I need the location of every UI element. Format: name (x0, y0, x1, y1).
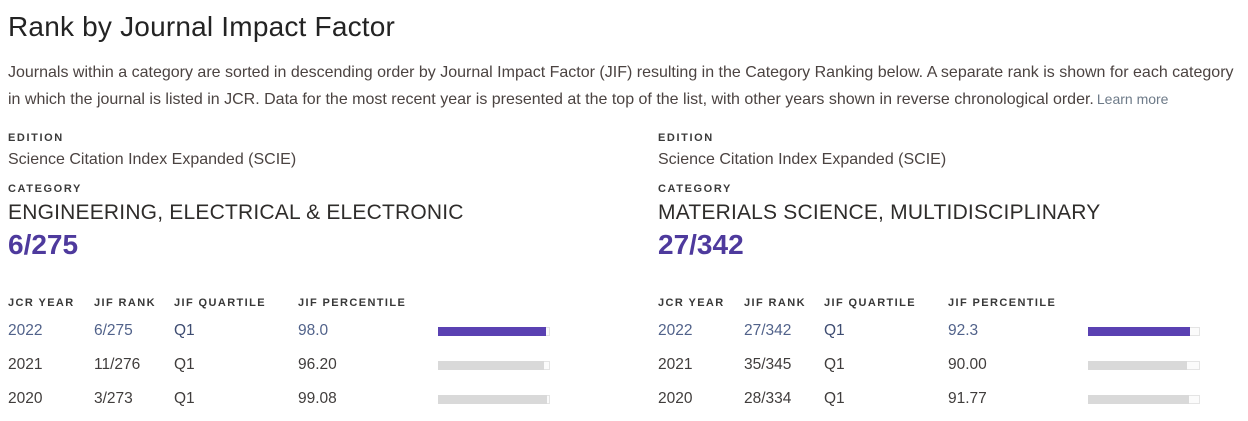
category-label: CATEGORY (8, 183, 82, 195)
cell-year: 2020 (8, 390, 43, 407)
table-row: 2022 6/275 Q1 98.0 (8, 314, 658, 348)
header-jif-quartile: JIF QUARTILE (174, 297, 266, 309)
rank-table: JCR YEAR JIF RANK JIF QUARTILE JIF PERCE… (8, 292, 658, 416)
cell-percentile: 99.08 (298, 390, 337, 407)
rank-table: JCR YEAR JIF RANK JIF QUARTILE JIF PERCE… (658, 292, 1248, 416)
edition-label: EDITION (8, 132, 64, 144)
percentile-bar-fill (1088, 360, 1187, 370)
category-label: CATEGORY (658, 183, 732, 195)
header-jif-percentile: JIF PERCENTILE (298, 297, 407, 309)
percentile-bar-track (438, 360, 550, 370)
learn-more-link[interactable]: Learn more (1096, 91, 1169, 107)
percentile-bar-track (1088, 360, 1200, 370)
table-row: 2021 11/276 Q1 96.20 (8, 348, 658, 382)
category-value: ENGINEERING, ELECTRICAL & ELECTRONIC (8, 201, 464, 224)
cell-rank: 6/275 (94, 322, 133, 339)
cell-rank: 35/345 (744, 356, 792, 373)
cell-quartile: Q1 (824, 322, 845, 339)
table-row: 2020 3/273 Q1 99.08 (8, 382, 658, 416)
header-jif-quartile: JIF QUARTILE (824, 297, 916, 309)
edition-label: EDITION (658, 132, 714, 144)
percentile-bar (1088, 360, 1200, 370)
percentile-bar (438, 326, 550, 336)
cell-year: 2021 (8, 356, 43, 373)
cell-rank: 11/276 (94, 356, 141, 373)
cell-year: 2022 (658, 322, 693, 339)
percentile-bar (438, 394, 550, 404)
cell-percentile: 90.00 (948, 356, 987, 373)
percentile-bar-track (438, 394, 550, 404)
cell-rank: 28/334 (744, 390, 792, 407)
header-jcr-year: JCR YEAR (8, 297, 75, 309)
table-row: 2021 35/345 Q1 90.00 (658, 348, 1248, 382)
cell-quartile: Q1 (824, 356, 845, 373)
category-rank: 27/342 (658, 229, 744, 260)
cell-rank: 3/273 (94, 390, 133, 407)
percentile-bar (1088, 326, 1200, 336)
percentile-bar-track (438, 326, 550, 336)
cell-percentile: 98.0 (298, 322, 329, 339)
category-panel-materials-science: EDITION Science Citation Index Expanded … (658, 131, 1248, 416)
category-rank: 6/275 (8, 229, 79, 260)
cell-percentile: 92.3 (948, 322, 979, 339)
cell-year: 2020 (658, 390, 693, 407)
percentile-bar-fill (438, 326, 546, 336)
edition-value: Science Citation Index Expanded (SCIE) (8, 151, 297, 168)
cell-percentile: 91.77 (948, 390, 987, 407)
rank-table-header: JCR YEAR JIF RANK JIF QUARTILE JIF PERCE… (8, 292, 658, 314)
edition-value: Science Citation Index Expanded (SCIE) (658, 151, 947, 168)
cell-quartile: Q1 (174, 356, 195, 373)
cell-year: 2021 (658, 356, 693, 373)
percentile-bar-track (1088, 326, 1200, 336)
cell-quartile: Q1 (174, 390, 195, 407)
cell-percentile: 96.20 (298, 356, 337, 373)
percentile-bar-fill (438, 394, 547, 404)
header-jcr-year: JCR YEAR (658, 297, 725, 309)
percentile-bar (438, 360, 550, 370)
table-row: 2022 27/342 Q1 92.3 (658, 314, 1248, 348)
rank-table-header: JCR YEAR JIF RANK JIF QUARTILE JIF PERCE… (658, 292, 1248, 314)
category-panel-engineering: EDITION Science Citation Index Expanded … (8, 131, 658, 416)
percentile-bar-fill (438, 360, 544, 370)
header-jif-rank: JIF RANK (744, 297, 806, 309)
percentile-bar-fill (1088, 326, 1190, 336)
page-title: Rank by Journal Impact Factor (8, 11, 396, 42)
cell-quartile: Q1 (174, 322, 195, 339)
percentile-bar-fill (1088, 394, 1189, 404)
percentile-bar (1088, 394, 1200, 404)
page-description: Journals within a category are sorted in… (8, 60, 1240, 113)
header-jif-percentile: JIF PERCENTILE (948, 297, 1057, 309)
table-row: 2020 28/334 Q1 91.77 (658, 382, 1248, 416)
cell-year: 2022 (8, 322, 43, 339)
cell-quartile: Q1 (824, 390, 845, 407)
category-value: MATERIALS SCIENCE, MULTIDISCIPLINARY (658, 201, 1101, 224)
header-jif-rank: JIF RANK (94, 297, 156, 309)
category-panels: EDITION Science Citation Index Expanded … (8, 131, 1240, 416)
percentile-bar-track (1088, 394, 1200, 404)
cell-rank: 27/342 (744, 322, 792, 339)
description-text: Journals within a category are sorted in… (8, 64, 1234, 108)
